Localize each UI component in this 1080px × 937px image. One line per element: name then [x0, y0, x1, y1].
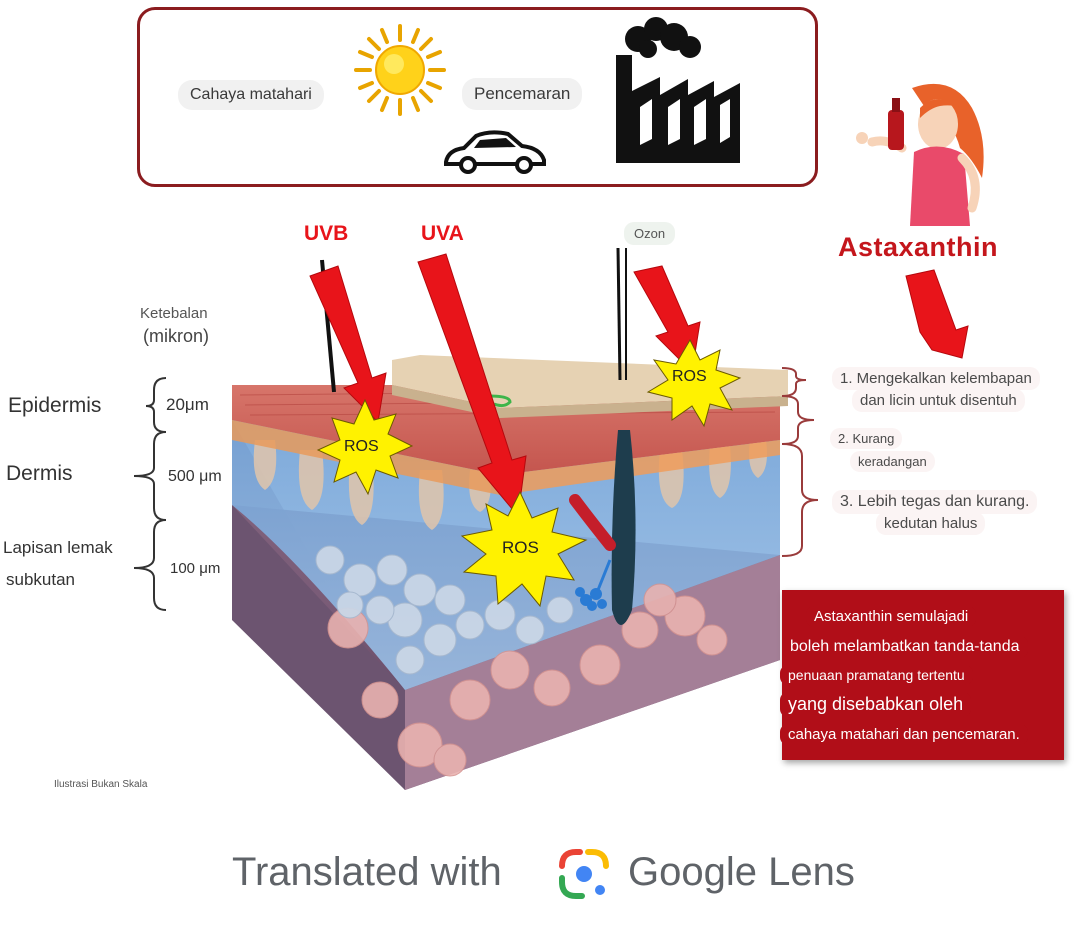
- sun-icon: [354, 24, 446, 116]
- ros-label-ozone: ROS: [672, 368, 707, 385]
- benefit-2-line2: keradangan: [850, 451, 935, 472]
- benefit-1-line2: dan licin untuk disentuh: [852, 389, 1025, 412]
- epidermis-thickness: 20μm: [166, 395, 209, 414]
- fat-label-line1: Lapisan lemak: [3, 538, 113, 557]
- info-line-5: cahaya matahari dan pencemaran.: [780, 724, 1028, 745]
- footer-text: Translated with: [232, 850, 502, 894]
- info-line-4: yang disebabkan oleh: [780, 692, 972, 717]
- uvb-label: UVB: [304, 222, 349, 245]
- dermis-thickness: 500 μm: [168, 468, 222, 485]
- car-icon: [444, 130, 546, 174]
- info-line-1: Astaxanthin semulajadi: [806, 606, 977, 627]
- google-lens-icon: [559, 849, 609, 899]
- fat-label-line2: subkutan: [6, 570, 75, 589]
- benefit-3-line1: 3. Lebih tegas dan kurang.: [832, 490, 1038, 514]
- benefit-3-line2: kedutan halus: [876, 512, 986, 535]
- ros-label-uva: ROS: [502, 538, 539, 557]
- ros-label-uvb: ROS: [344, 438, 379, 455]
- thickness-header-line1: Ketebalan: [140, 305, 208, 322]
- woman-holding-product-illustration: [856, 83, 984, 226]
- info-line-2: boleh melambatkan tanda-tanda: [782, 636, 1028, 658]
- info-line-3: penuaan pramatang tertentu: [780, 665, 973, 685]
- epidermis-label: Epidermis: [8, 394, 102, 417]
- astaxanthin-title: Astaxanthin: [838, 232, 999, 262]
- thickness-header-line2: (mikron): [143, 326, 209, 346]
- pollution-label: Pencemaran: [462, 78, 583, 110]
- sources-box: [137, 7, 818, 187]
- footer-brand: Google Lens: [628, 850, 855, 894]
- dermis-label: Dermis: [6, 462, 73, 485]
- benefit-2-line1: 2. Kurang: [830, 428, 903, 449]
- scale-note: Ilustrasi Bukan Skala: [54, 779, 148, 790]
- ozone-label: Ozon: [624, 222, 676, 245]
- benefit-1-line1: 1. Mengekalkan kelembapan: [832, 367, 1040, 390]
- uva-label: UVA: [421, 222, 464, 245]
- fat-thickness: 100 μm: [170, 560, 221, 577]
- sunlight-label: Cahaya matahari: [178, 80, 324, 110]
- factory-icon: [616, 17, 740, 163]
